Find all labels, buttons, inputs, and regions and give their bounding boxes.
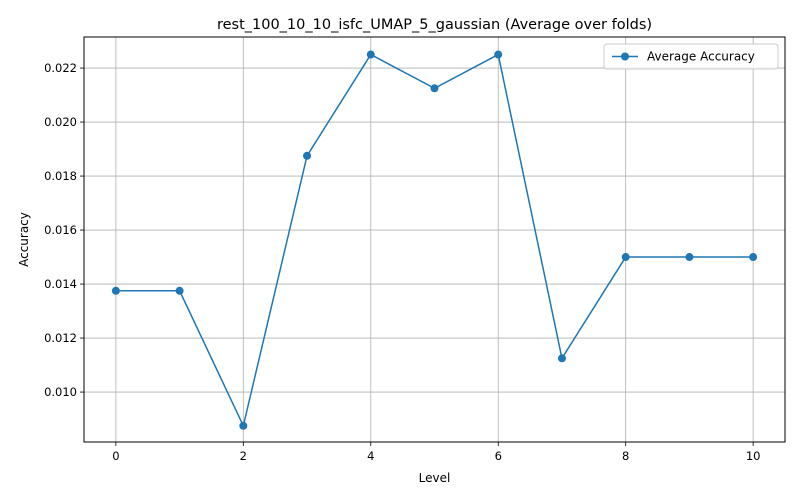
y-tick-label: 0.020 (44, 115, 77, 129)
series-layer (111, 50, 758, 430)
legend: Average Accuracy (603, 43, 779, 70)
legend-marker (621, 52, 629, 61)
y-tick-label: 0.016 (44, 223, 77, 237)
x-tick-label: 10 (746, 449, 761, 463)
x-tick-label: 4 (367, 449, 374, 463)
y-tick-label: 0.018 (44, 169, 77, 183)
x-tick-label: 6 (495, 449, 502, 463)
x-tick-label: 8 (622, 449, 629, 463)
y-axis-label: Accuracy (17, 212, 31, 267)
data-point (239, 421, 248, 430)
data-point (685, 253, 694, 262)
axis-ticks: 0 2 4 6 8 10 0.010 0.012 0.014 0.016 0.018 0.020 0.0… (44, 61, 760, 463)
data-point (494, 50, 503, 59)
data-point (749, 253, 758, 262)
data-point (175, 286, 184, 295)
x-tick-label: 2 (240, 449, 247, 463)
y-tick-label: 0.010 (44, 385, 77, 399)
y-tick-label: 0.012 (44, 331, 77, 345)
y-tick-label: 0.022 (44, 61, 77, 75)
x-tick-label: 0 (112, 449, 119, 463)
y-tick-label: 0.014 (44, 277, 77, 291)
data-point (111, 286, 120, 295)
chart-title: rest_100_10_10_isfc_UMAP_5_gaussian (Ave… (217, 17, 652, 33)
data-point (366, 50, 375, 59)
data-point (557, 354, 566, 363)
legend-box (603, 43, 779, 70)
x-axis-label: Level (419, 471, 451, 485)
data-point (430, 84, 439, 93)
legend-label: Average Accuracy (647, 50, 755, 64)
data-point (303, 151, 312, 160)
plot-frame (83, 36, 786, 443)
data-point (621, 253, 630, 262)
